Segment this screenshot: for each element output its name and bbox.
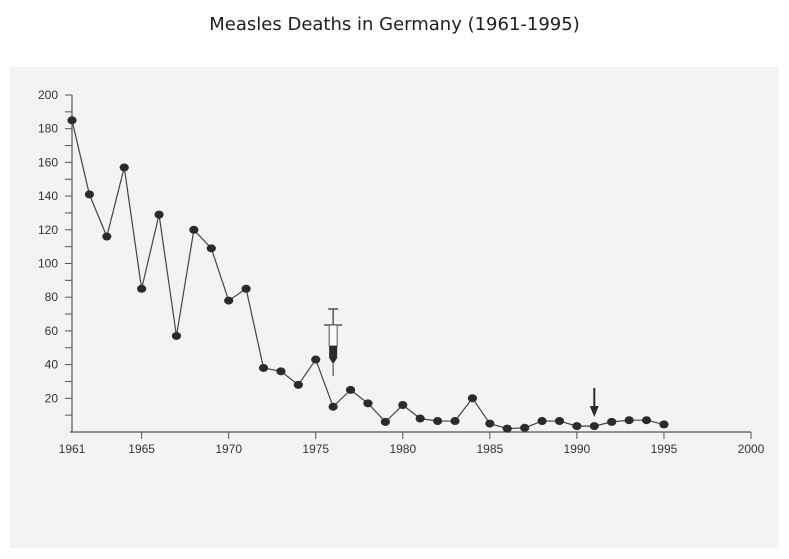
data-point <box>206 244 216 253</box>
y-tick-label: 180 <box>38 122 58 136</box>
data-point <box>84 190 95 199</box>
data-point <box>380 417 390 426</box>
series <box>67 116 669 433</box>
data-point <box>119 163 129 172</box>
y-tick-label: 60 <box>45 324 59 338</box>
data-point <box>537 417 547 426</box>
data-point <box>572 422 582 431</box>
syringe-barrel <box>328 324 338 347</box>
data-point <box>607 417 617 426</box>
y-tick-label: 200 <box>38 88 58 102</box>
arrow-down-icon <box>589 388 599 417</box>
data-point <box>241 284 251 293</box>
syringe-icon <box>324 308 343 376</box>
data-point <box>67 116 77 125</box>
data-point <box>363 399 373 408</box>
y-tick-label: 80 <box>45 290 59 304</box>
x-axis-ticks: 1961 1965 1970 1975 1980 1985 1990 1995 2000 <box>59 432 765 456</box>
data-point <box>624 416 634 425</box>
data-point <box>502 424 512 433</box>
data-point <box>328 402 338 411</box>
x-tick-label: 1985 <box>476 442 503 456</box>
data-point <box>450 417 460 426</box>
chart-title: Measles Deaths in Germany (1961-1995) <box>209 14 580 35</box>
y-axis-ticks: 20 40 60 80 100 120 140 160 180 200 <box>38 88 72 416</box>
x-tick-label: 1961 <box>59 442 86 456</box>
y-tick-label: 140 <box>38 189 58 203</box>
x-tick-label: 1990 <box>564 442 591 456</box>
data-point <box>311 355 321 364</box>
data-point <box>433 417 443 426</box>
x-tick-label: 1965 <box>128 442 155 456</box>
data-point <box>398 401 408 410</box>
data-point <box>415 414 425 423</box>
arrow-head <box>589 406 599 417</box>
data-point <box>345 385 356 394</box>
data-point <box>154 210 164 219</box>
y-tick-label: 160 <box>38 155 58 169</box>
x-tick-label: 1995 <box>651 442 678 456</box>
data-point <box>589 422 599 431</box>
data-point <box>467 394 478 403</box>
annotations <box>324 308 599 417</box>
data-point <box>137 284 147 293</box>
data-point <box>258 363 269 372</box>
data-point <box>485 419 495 428</box>
data-point <box>171 331 182 340</box>
series-line <box>71 120 665 430</box>
syringe-fluid <box>329 346 338 364</box>
y-tick-label: 20 <box>45 391 59 405</box>
data-point <box>224 296 234 305</box>
x-tick-label: 1975 <box>302 442 329 456</box>
x-tick-label: 2000 <box>738 442 765 456</box>
y-tick-label: 120 <box>38 223 58 237</box>
x-tick-label: 1970 <box>215 442 242 456</box>
data-point <box>189 225 199 234</box>
data-point <box>554 417 565 426</box>
x-tick-label: 1980 <box>389 442 416 456</box>
y-tick-label: 100 <box>38 257 58 271</box>
axes <box>70 95 751 433</box>
data-point <box>520 423 530 432</box>
data-point <box>641 416 652 425</box>
chart-panel <box>10 67 779 548</box>
data-point <box>293 380 303 389</box>
data-point <box>659 420 669 429</box>
data-point <box>102 232 112 241</box>
y-tick-label: 40 <box>45 358 59 372</box>
data-point <box>276 367 286 376</box>
